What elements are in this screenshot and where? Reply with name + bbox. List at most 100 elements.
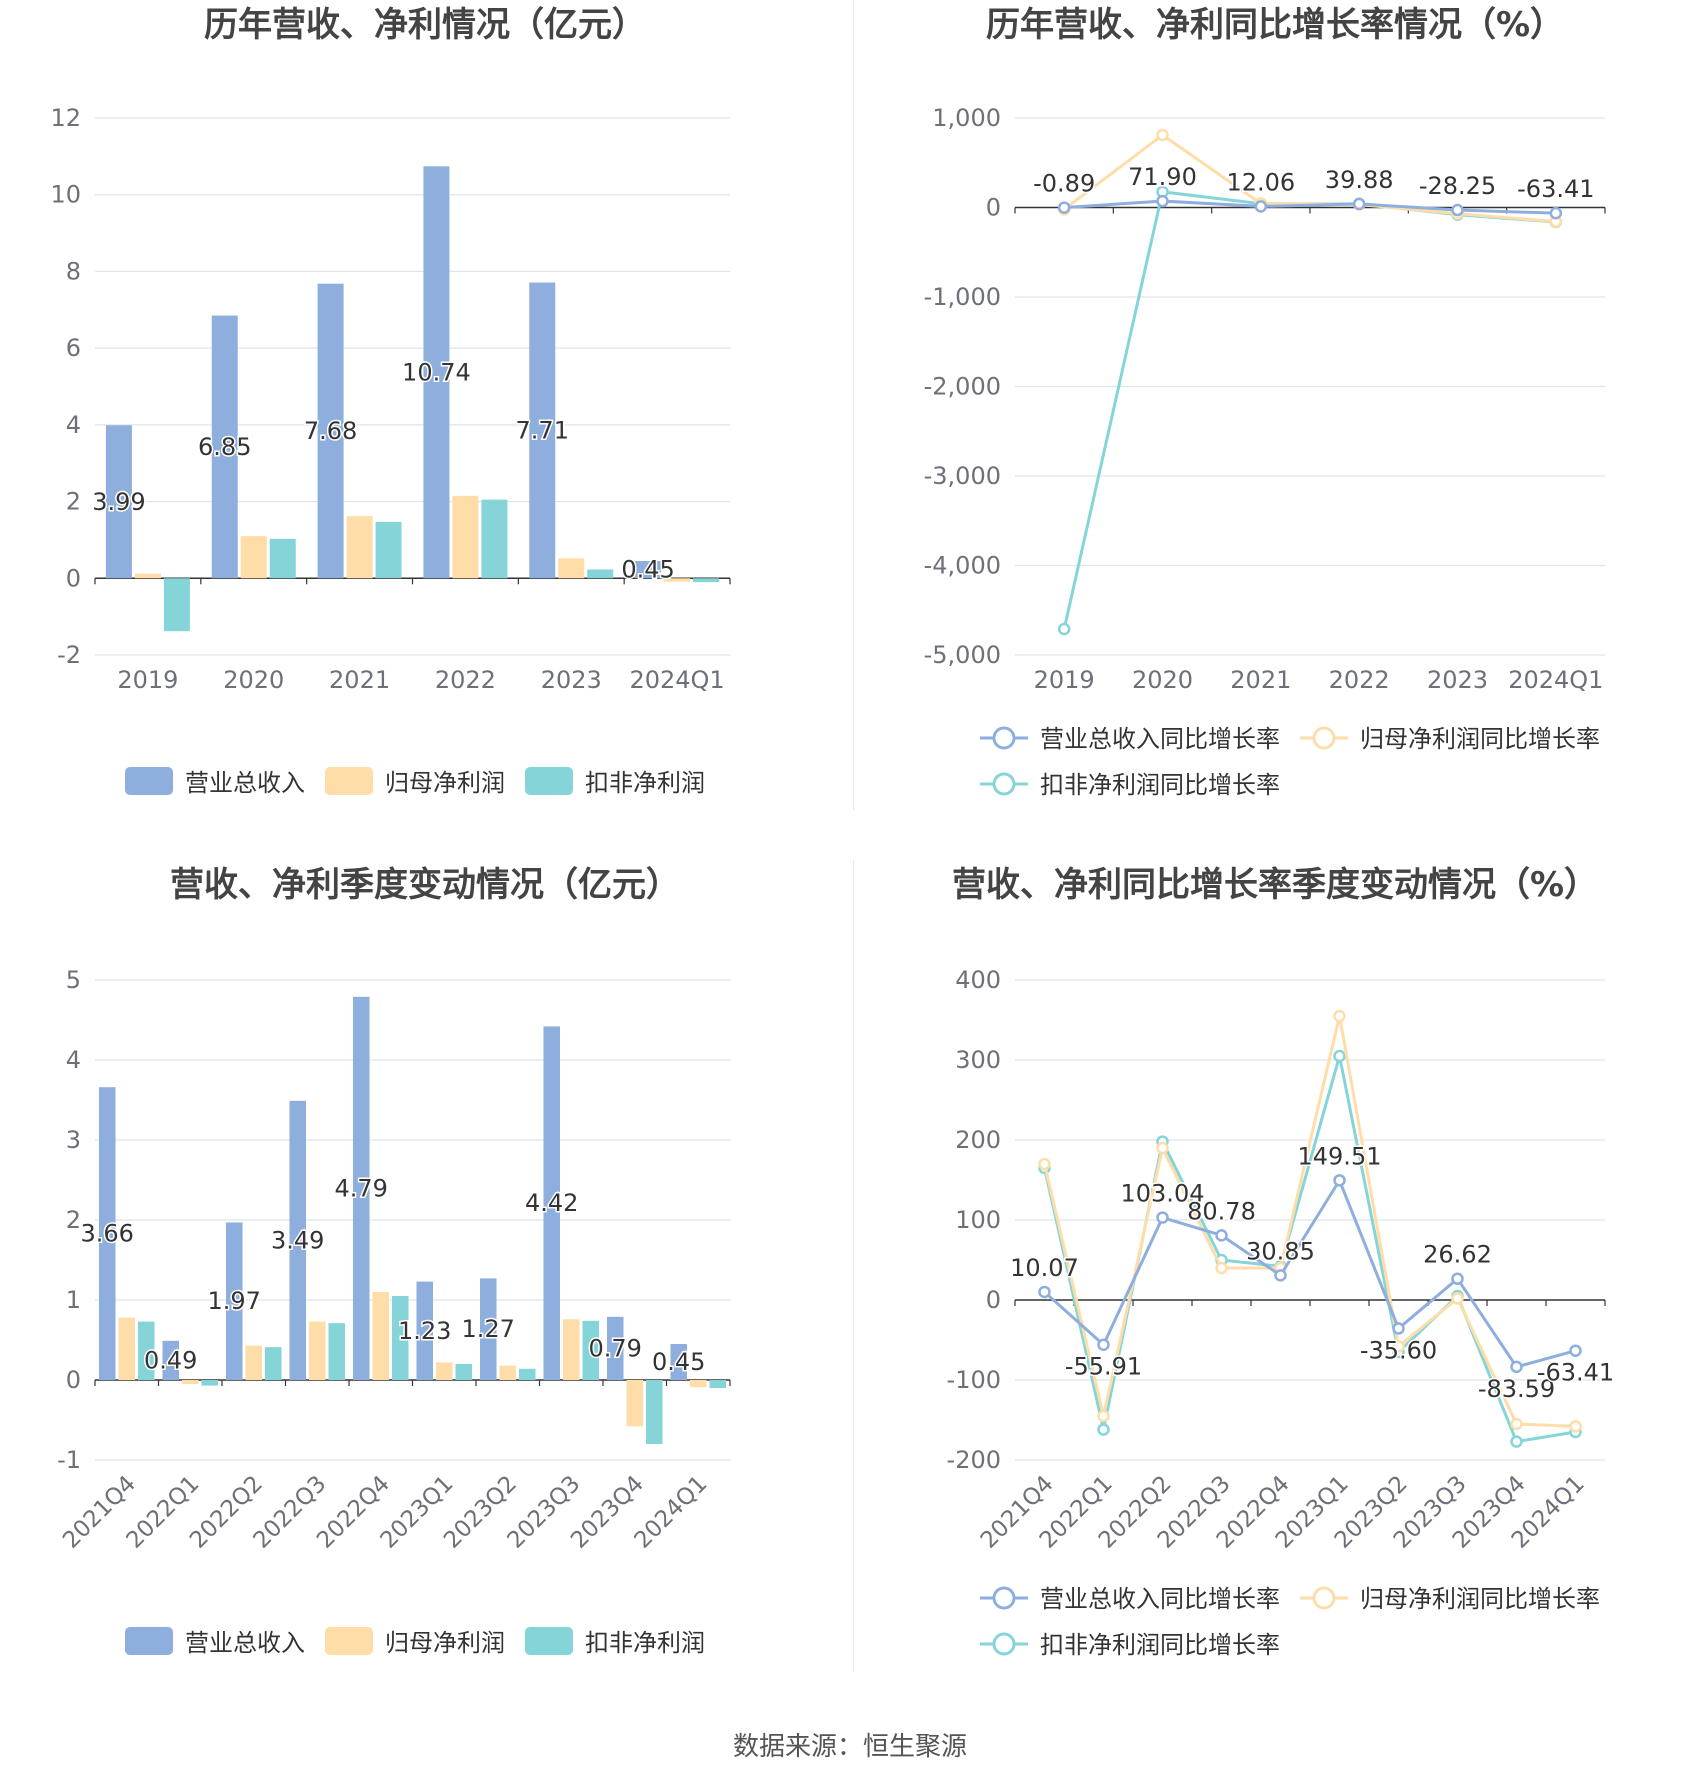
data-label: 1.27 <box>462 1315 515 1343</box>
data-label: 7.71 <box>516 416 569 444</box>
bar-revenue <box>225 1222 243 1380</box>
y-tick-label: -3,000 <box>924 462 1001 490</box>
y-tick-label: 200 <box>955 1126 1001 1154</box>
y-tick-label: 6 <box>66 334 81 362</box>
point-revenue <box>1038 1285 1051 1299</box>
legend-swatch-revenue <box>125 1627 173 1655</box>
chart-title: 营收、净利同比增长率季度变动情况（%） <box>952 865 1598 905</box>
legend-marker-deducted_profit <box>992 772 1016 796</box>
bar-net_profit <box>240 536 267 579</box>
data-label: 39.88 <box>1325 166 1394 194</box>
point-deducted_profit <box>1510 1435 1523 1448</box>
data-label: -55.91 <box>1065 1353 1142 1381</box>
bar-revenue <box>606 1316 624 1380</box>
bar-net_profit <box>134 573 161 579</box>
bar-net_profit <box>181 1380 199 1384</box>
x-tick-label: 2019 <box>1034 666 1095 694</box>
data-label: 103.04 <box>1121 1180 1205 1208</box>
bar-net_profit <box>499 1365 517 1380</box>
bar-net_profit <box>452 495 479 579</box>
bar-deducted_profit <box>455 1364 473 1380</box>
data-label: 26.62 <box>1423 1241 1492 1269</box>
data-label: 10.07 <box>1010 1254 1079 1282</box>
point-deducted_profit <box>1333 1049 1346 1063</box>
data-label: 3.66 <box>81 1220 134 1248</box>
data-label: 7.68 <box>304 417 357 445</box>
x-tick-label: 2024Q1 <box>629 666 724 694</box>
point-net_profit <box>1156 1141 1169 1155</box>
x-tick-label: 2022 <box>435 666 496 694</box>
legend-label: 归母净利润 <box>385 1629 505 1657</box>
panel-quarterly-growth: 营收、净利同比增长率季度变动情况（%） -200 -100 0 100 200 300 400… <box>850 860 1700 1720</box>
legend-marker-deducted_profit <box>992 1632 1016 1656</box>
bar-revenue <box>416 1281 433 1380</box>
bar-net_profit <box>435 1362 453 1380</box>
data-label: 1.97 <box>208 1287 261 1315</box>
chart-quarterly-bars: 营收、净利季度变动情况（亿元）-10123452021Q42022Q12022Q… <box>57 865 731 1657</box>
point-revenue <box>1392 1322 1405 1335</box>
bar-deducted_profit <box>163 578 190 632</box>
bar-deducted_profit <box>138 1321 155 1380</box>
data-label: 4.79 <box>335 1174 388 1202</box>
data-label: 0.49 <box>144 1346 197 1374</box>
point-net_profit <box>1333 1009 1346 1023</box>
y-tick-label: 3 <box>66 1126 81 1154</box>
y-tick-label: 2 <box>66 488 81 516</box>
panel-annual-bars: 历年营收、净利情况（亿元） -2 0 2 4 6 8 10 12 2019 2020 2021 2022… <box>0 0 850 860</box>
bar-deducted_profit <box>709 1380 727 1388</box>
bar-net_profit <box>558 558 585 579</box>
x-tick-label: 2023 <box>541 666 602 694</box>
line-revenue <box>1064 199 1556 215</box>
bar-deducted_profit <box>582 1320 600 1380</box>
legend-label: 归母净利润同比增长率 <box>1360 725 1600 753</box>
legend-label: 扣非净利润同比增长率 <box>1040 771 1280 799</box>
legend-label: 归母净利润同比增长率 <box>1360 1585 1600 1613</box>
data-label: 3.99 <box>92 488 145 516</box>
data-label: 0.45 <box>652 1348 705 1376</box>
bar-revenue <box>211 315 238 579</box>
bar-deducted_profit <box>265 1347 282 1380</box>
legend-swatch-net_profit <box>325 1627 373 1655</box>
chart-title: 营收、净利季度变动情况（亿元） <box>170 865 680 905</box>
legend-swatch-deducted_profit <box>525 1627 573 1655</box>
point-revenue <box>1057 201 1071 214</box>
data-label: 0.45 <box>621 556 674 584</box>
bar-deducted_profit <box>693 578 720 583</box>
legend-swatch-net_profit <box>325 767 373 795</box>
point-revenue <box>1156 194 1169 208</box>
data-label: -63.41 <box>1537 1359 1614 1387</box>
bar-net_profit <box>372 1292 390 1380</box>
point-net_profit <box>1569 1420 1582 1433</box>
data-source-label: 数据来源：恒生聚源 <box>732 1732 967 1762</box>
legend-marker-revenue <box>992 726 1016 750</box>
bar-deducted_profit <box>269 538 296 579</box>
legend-label: 营业总收入同比增长率 <box>1040 725 1280 753</box>
data-label: 6.85 <box>198 433 251 461</box>
data-label: 1.23 <box>398 1317 451 1345</box>
data-label: -83.59 <box>1478 1375 1555 1403</box>
y-tick-label: 1 <box>66 1286 81 1314</box>
y-tick-label: 400 <box>955 966 1001 994</box>
chart-title: 历年营收、净利情况（亿元） <box>204 5 646 45</box>
bar-deducted_profit <box>392 1296 409 1380</box>
x-tick-label: 2021 <box>329 666 390 694</box>
bar-deducted_profit <box>519 1368 536 1380</box>
legend-marker-revenue <box>992 1586 1016 1610</box>
bar-revenue <box>635 561 662 579</box>
bar-revenue <box>317 283 344 579</box>
y-tick-label: -2 <box>57 641 81 669</box>
x-tick-label: 2019 <box>117 666 178 694</box>
point-revenue <box>1097 1338 1110 1351</box>
bar-deducted_profit <box>375 521 402 579</box>
bar-net_profit <box>562 1319 580 1380</box>
legend-label: 营业总收入 <box>185 769 305 797</box>
bar-net_profit <box>626 1380 644 1427</box>
line-deducted_profit <box>1062 190 1556 630</box>
x-tick-label: 2022 <box>1329 666 1390 694</box>
bar-revenue <box>352 996 370 1380</box>
point-net_profit <box>1156 128 1169 142</box>
y-tick-label: -1,000 <box>924 283 1001 311</box>
y-tick-label: 300 <box>955 1046 1001 1074</box>
data-label: 0.79 <box>589 1334 642 1362</box>
point-revenue <box>1352 197 1366 211</box>
